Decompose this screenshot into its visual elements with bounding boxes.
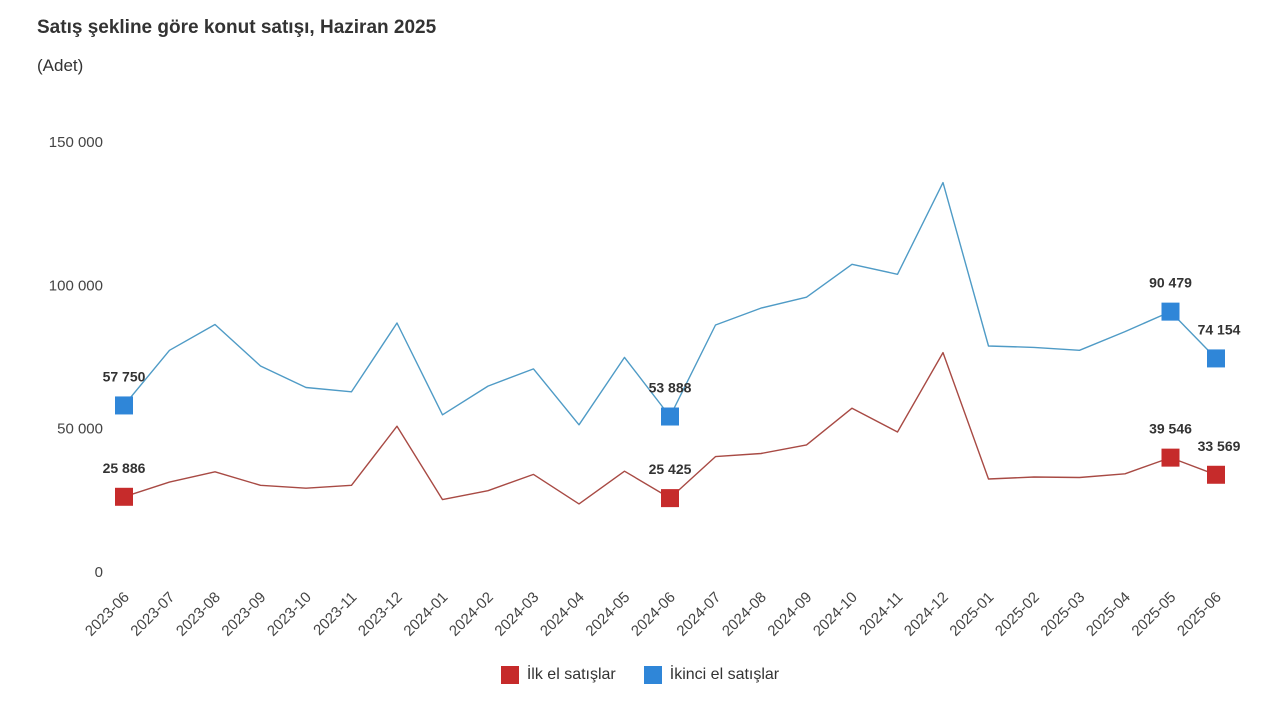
x-tick-label: 2025-05 — [1128, 589, 1179, 640]
x-tick-label: 2023-06 — [82, 589, 133, 640]
x-tick-label: 2025-03 — [1037, 589, 1088, 640]
legend-swatch-first-hand — [500, 666, 519, 684]
data-marker-first-hand — [661, 489, 679, 508]
chart-title: Satış şekline göre konut satışı, Haziran… — [37, 17, 437, 38]
x-tick-label: 2024-10 — [810, 589, 861, 640]
x-tick-label: 2024-02 — [446, 589, 497, 640]
y-tick-label: 150 000 — [49, 134, 103, 151]
legend-label-first-hand: İlk el satışlar — [526, 666, 616, 683]
x-tick-label: 2023-10 — [264, 589, 315, 640]
data-label-first-hand: 33 569 — [1198, 438, 1241, 454]
legend-label-second-hand: İkinci el satışlar — [669, 666, 780, 683]
x-tick-label: 2024-06 — [628, 589, 679, 640]
y-tick-label: 50 000 — [57, 421, 103, 438]
legend-item-second-hand[interactable]: İkinci el satışlar — [643, 666, 780, 684]
x-tick-label: 2024-05 — [582, 589, 633, 640]
data-marker-first-hand — [1161, 448, 1180, 467]
x-tick-label: 2025-04 — [1083, 589, 1134, 640]
chart-subtitle: (Adet) — [37, 56, 84, 75]
x-tick-label: 2024-01 — [400, 589, 451, 640]
data-marker-first-hand — [1207, 465, 1225, 484]
data-label-second-hand: 57 750 — [103, 368, 146, 384]
data-label-first-hand: 39 546 — [1149, 421, 1192, 437]
y-tick-label: 100 000 — [49, 277, 103, 294]
x-tick-label: 2023-11 — [310, 589, 360, 639]
x-tick-label: 2024-12 — [901, 589, 952, 640]
series-line-first-hand — [123, 351, 1217, 505]
x-tick-label: 2025-02 — [992, 589, 1043, 640]
x-tick-label: 2024-09 — [764, 589, 815, 640]
x-tick-label: 2024-03 — [491, 589, 542, 640]
x-tick-label: 2024-07 — [673, 589, 724, 640]
x-tick-label: 2024-08 — [719, 589, 770, 640]
data-marker-second-hand — [115, 396, 133, 415]
data-label-second-hand: 90 479 — [1149, 275, 1192, 291]
x-tick-label: 2025-01 — [946, 589, 997, 640]
x-tick-label: 2023-08 — [173, 589, 224, 640]
x-tick-label: 2023-09 — [218, 589, 269, 640]
legend-item-first-hand[interactable]: İlk el satışlar — [500, 666, 616, 684]
data-marker-first-hand — [115, 487, 133, 506]
data-label-second-hand: 74 154 — [1198, 321, 1241, 337]
data-label-first-hand: 25 886 — [103, 460, 146, 476]
x-tick-label: 2024-04 — [537, 589, 588, 640]
y-tick-label: 0 — [95, 564, 103, 581]
legend: İlk el satışlar İkinci el satışlar — [0, 666, 1280, 684]
data-marker-second-hand — [1207, 349, 1225, 368]
x-tick-label: 2023-12 — [355, 589, 406, 640]
legend-swatch-second-hand — [643, 666, 662, 684]
data-label-second-hand: 53 888 — [649, 380, 692, 396]
x-tick-label: 2025-06 — [1174, 589, 1225, 640]
x-tick-label: 2023-07 — [127, 589, 178, 640]
data-marker-second-hand — [1161, 302, 1180, 321]
data-marker-second-hand — [661, 407, 679, 426]
data-label-first-hand: 25 425 — [649, 461, 692, 477]
x-tick-label: 2024-11 — [856, 589, 906, 639]
